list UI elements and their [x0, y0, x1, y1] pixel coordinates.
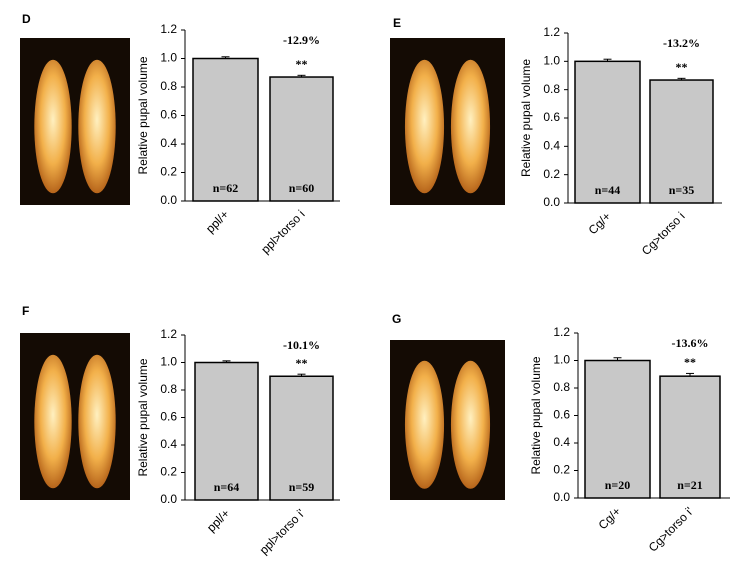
y-tick-label: 1.2 — [160, 327, 177, 341]
y-tick-label: 0.0 — [543, 195, 560, 209]
y-tick-label: 0.2 — [160, 465, 177, 479]
y-tick-label: 0.4 — [160, 437, 177, 451]
x-tick-label: Cg/+ — [596, 504, 624, 532]
change-label: -13.6% — [672, 336, 709, 350]
bar — [574, 60, 641, 204]
y-tick-label: 0.8 — [160, 79, 177, 93]
pupa — [450, 59, 491, 194]
x-tick-label: Cg>torso i — [639, 209, 688, 258]
significance: ** — [296, 356, 308, 370]
pupa — [450, 360, 491, 489]
x-tick-label: ppl>torso i' — [257, 506, 308, 557]
x-tick-label: ppl/+ — [203, 207, 232, 236]
x-tick-label: Cg>torso i' — [646, 504, 696, 554]
panel-label: G — [392, 312, 401, 326]
n-label: n=21 — [677, 478, 703, 492]
y-tick-label: 0.0 — [160, 492, 177, 506]
pupa — [404, 360, 445, 489]
y-tick-label: 1.0 — [543, 54, 560, 68]
bar — [269, 375, 334, 501]
significance: ** — [296, 57, 308, 71]
y-tick-label: 0.6 — [160, 108, 177, 122]
x-tick-label: ppl>torso i — [258, 207, 307, 256]
bar — [269, 76, 334, 202]
y-tick-label: 0.4 — [553, 435, 570, 449]
y-tick-label: 0.6 — [553, 408, 570, 422]
panel-label: F — [22, 304, 29, 318]
y-axis-label: Relative pupal volume — [136, 358, 150, 476]
y-tick-label: 0.6 — [543, 110, 560, 124]
change-label: -10.1% — [283, 338, 320, 352]
x-tick-label: Cg/+ — [586, 209, 614, 237]
significance: ** — [676, 60, 688, 74]
y-axis-label: Relative pupal volume — [529, 356, 543, 474]
bar — [192, 57, 259, 202]
bar — [649, 79, 714, 204]
y-tick-label: 0.2 — [553, 463, 570, 477]
y-tick-label: 1.2 — [553, 325, 570, 339]
y-tick-label: 0.4 — [160, 136, 177, 150]
bar — [584, 359, 651, 499]
pupa — [34, 59, 72, 194]
n-label: n=35 — [669, 183, 695, 197]
significance: ** — [684, 355, 696, 369]
y-tick-label: 1.2 — [160, 22, 177, 36]
panel-label: E — [393, 16, 401, 30]
y-tick-label: 1.0 — [553, 353, 570, 367]
n-label: n=64 — [214, 480, 240, 494]
x-tick-label: ppl/+ — [204, 506, 233, 535]
y-tick-label: 0.2 — [160, 165, 177, 179]
y-tick-label: 1.0 — [160, 355, 177, 369]
change-label: -12.9% — [283, 33, 320, 47]
panel-label: D — [22, 12, 31, 26]
y-tick-label: 0.8 — [553, 380, 570, 394]
pupa — [78, 59, 116, 194]
y-tick-label: 0.0 — [553, 490, 570, 504]
pupa — [78, 354, 116, 489]
change-label: -13.2% — [663, 36, 700, 50]
y-axis-label: Relative pupal volume — [519, 59, 533, 177]
pupa — [404, 59, 445, 194]
n-label: n=59 — [289, 480, 315, 494]
y-tick-label: 0.4 — [543, 139, 560, 153]
n-label: n=62 — [213, 181, 239, 195]
y-tick-label: 1.0 — [160, 51, 177, 65]
y-tick-label: 0.8 — [160, 382, 177, 396]
y-axis-label: Relative pupal volume — [136, 56, 150, 174]
y-tick-label: 0.6 — [160, 410, 177, 424]
bar — [194, 361, 259, 501]
y-tick-label: 0.2 — [543, 167, 560, 181]
n-label: n=60 — [289, 181, 315, 195]
y-tick-label: 0.8 — [543, 82, 560, 96]
y-tick-label: 1.2 — [543, 25, 560, 39]
n-label: n=20 — [605, 478, 631, 492]
n-label: n=44 — [595, 183, 621, 197]
pupa — [34, 354, 72, 489]
y-tick-label: 0.0 — [160, 193, 177, 207]
